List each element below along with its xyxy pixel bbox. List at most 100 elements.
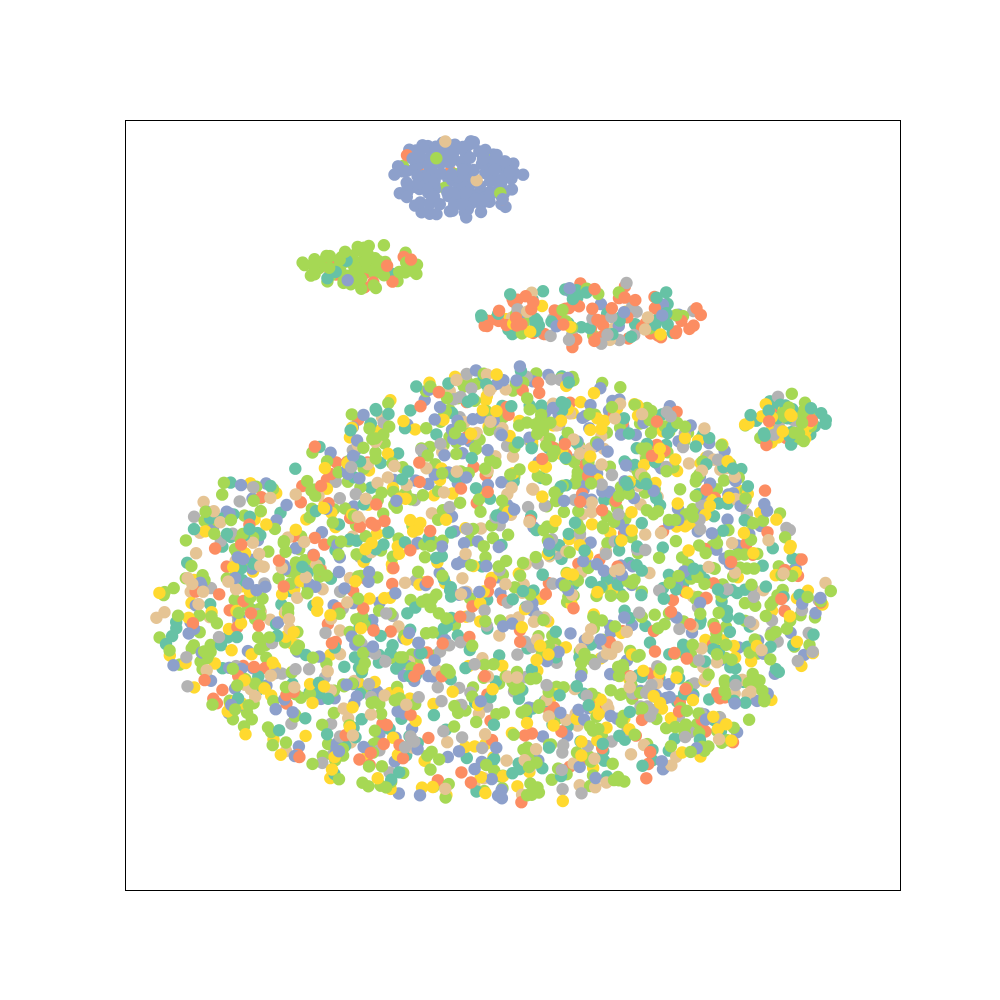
scatter-point: [439, 791, 452, 804]
scatter-point: [216, 488, 229, 501]
scatter-point: [413, 475, 426, 489]
scatter-point: [436, 467, 449, 480]
scatter-point: [623, 681, 636, 694]
scatter-point: [324, 608, 337, 622]
scatter-point: [513, 463, 526, 476]
scatter-point: [515, 706, 528, 719]
scatter-point: [755, 643, 768, 657]
scatter-point: [523, 515, 536, 529]
scatter-point: [492, 560, 505, 573]
scatter-point: [636, 759, 649, 772]
scatter-point: [434, 437, 447, 451]
scatter-point: [760, 504, 774, 517]
scatter-point: [197, 645, 211, 658]
scatter-point: [479, 786, 492, 800]
scatter-point: [416, 595, 429, 608]
scatter-point: [476, 404, 490, 417]
scatter-point: [669, 534, 683, 548]
scatter-point: [628, 728, 641, 741]
scatter-point: [320, 728, 334, 741]
scatter-point: [764, 653, 777, 666]
scatter-point: [446, 685, 459, 698]
scatter-point: [686, 693, 700, 707]
scatter-point: [414, 400, 427, 413]
scatter-point: [266, 656, 279, 669]
scatter-point: [533, 386, 546, 400]
scatter-point: [424, 524, 437, 538]
scatter-point: [647, 689, 660, 703]
scatter-point: [481, 443, 494, 457]
scatter-point: [690, 471, 703, 484]
scatter-point: [578, 647, 591, 661]
scatter-point: [366, 640, 380, 653]
scatter-point: [758, 484, 772, 497]
scatter-point: [574, 447, 587, 460]
scatter-point: [432, 607, 446, 620]
scatter-point: [608, 620, 622, 633]
scatter-point: [465, 451, 478, 465]
scatter-point: [369, 402, 382, 416]
scatter-point: [457, 537, 471, 550]
scatter-point: [515, 318, 528, 331]
scatter-point: [664, 740, 678, 753]
scatter-point: [443, 156, 457, 169]
scatter-point: [311, 596, 324, 609]
scatter-point: [629, 293, 642, 307]
scatter-point: [227, 561, 240, 574]
scatter-point: [729, 678, 742, 692]
scatter-point: [404, 513, 417, 527]
points-layer: [150, 135, 837, 809]
scatter-point: [556, 794, 569, 808]
scatter-point: [776, 425, 789, 438]
scatter-point: [511, 648, 524, 661]
scatter-point: [430, 152, 443, 165]
scatter-point: [527, 460, 541, 473]
scatter-point: [382, 397, 395, 410]
scatter-point: [510, 671, 524, 684]
scatter-point: [379, 655, 392, 668]
scatter-point: [358, 656, 371, 670]
scatter-point: [557, 505, 571, 519]
scatter-point: [495, 476, 508, 489]
scatter-point: [464, 427, 478, 440]
scatter-point: [411, 169, 424, 183]
scatter-point: [747, 590, 761, 603]
scatter-point: [639, 543, 652, 557]
scatter-point: [196, 585, 210, 598]
scatter-point: [468, 658, 481, 671]
scatter-point: [332, 565, 346, 579]
scatter-point: [784, 408, 797, 421]
scatter-point: [490, 368, 503, 381]
scatter-point: [253, 642, 266, 656]
scatter-point: [398, 741, 412, 754]
scatter-point: [583, 720, 597, 733]
scatter-point: [424, 539, 437, 553]
scatter-point: [438, 449, 451, 462]
scatter-point: [391, 447, 405, 460]
scatter-point: [712, 606, 725, 619]
scatter-point: [700, 483, 713, 496]
scatter-point: [548, 486, 561, 499]
scatter-point: [198, 673, 211, 687]
scatter-point: [525, 441, 538, 455]
scatter-point: [338, 245, 352, 258]
scatter-point: [353, 472, 366, 485]
scatter-point: [512, 419, 526, 432]
scatter-point: [249, 690, 262, 703]
scatter-point: [245, 713, 258, 726]
scatter-point: [495, 494, 509, 507]
scatter-point: [651, 622, 665, 635]
scatter-point: [464, 559, 478, 572]
scatter-point: [468, 762, 481, 776]
scatter-point: [715, 439, 728, 452]
scatter-point: [363, 422, 376, 435]
scatter-point: [454, 419, 467, 433]
scatter-point: [357, 602, 370, 615]
scatter-point: [725, 536, 739, 550]
scatter-point: [254, 609, 267, 622]
scatter-point: [249, 677, 262, 690]
scatter-point: [495, 792, 509, 805]
scatter-point: [408, 670, 421, 683]
scatter-point: [367, 279, 381, 292]
scatter-point: [466, 392, 479, 406]
